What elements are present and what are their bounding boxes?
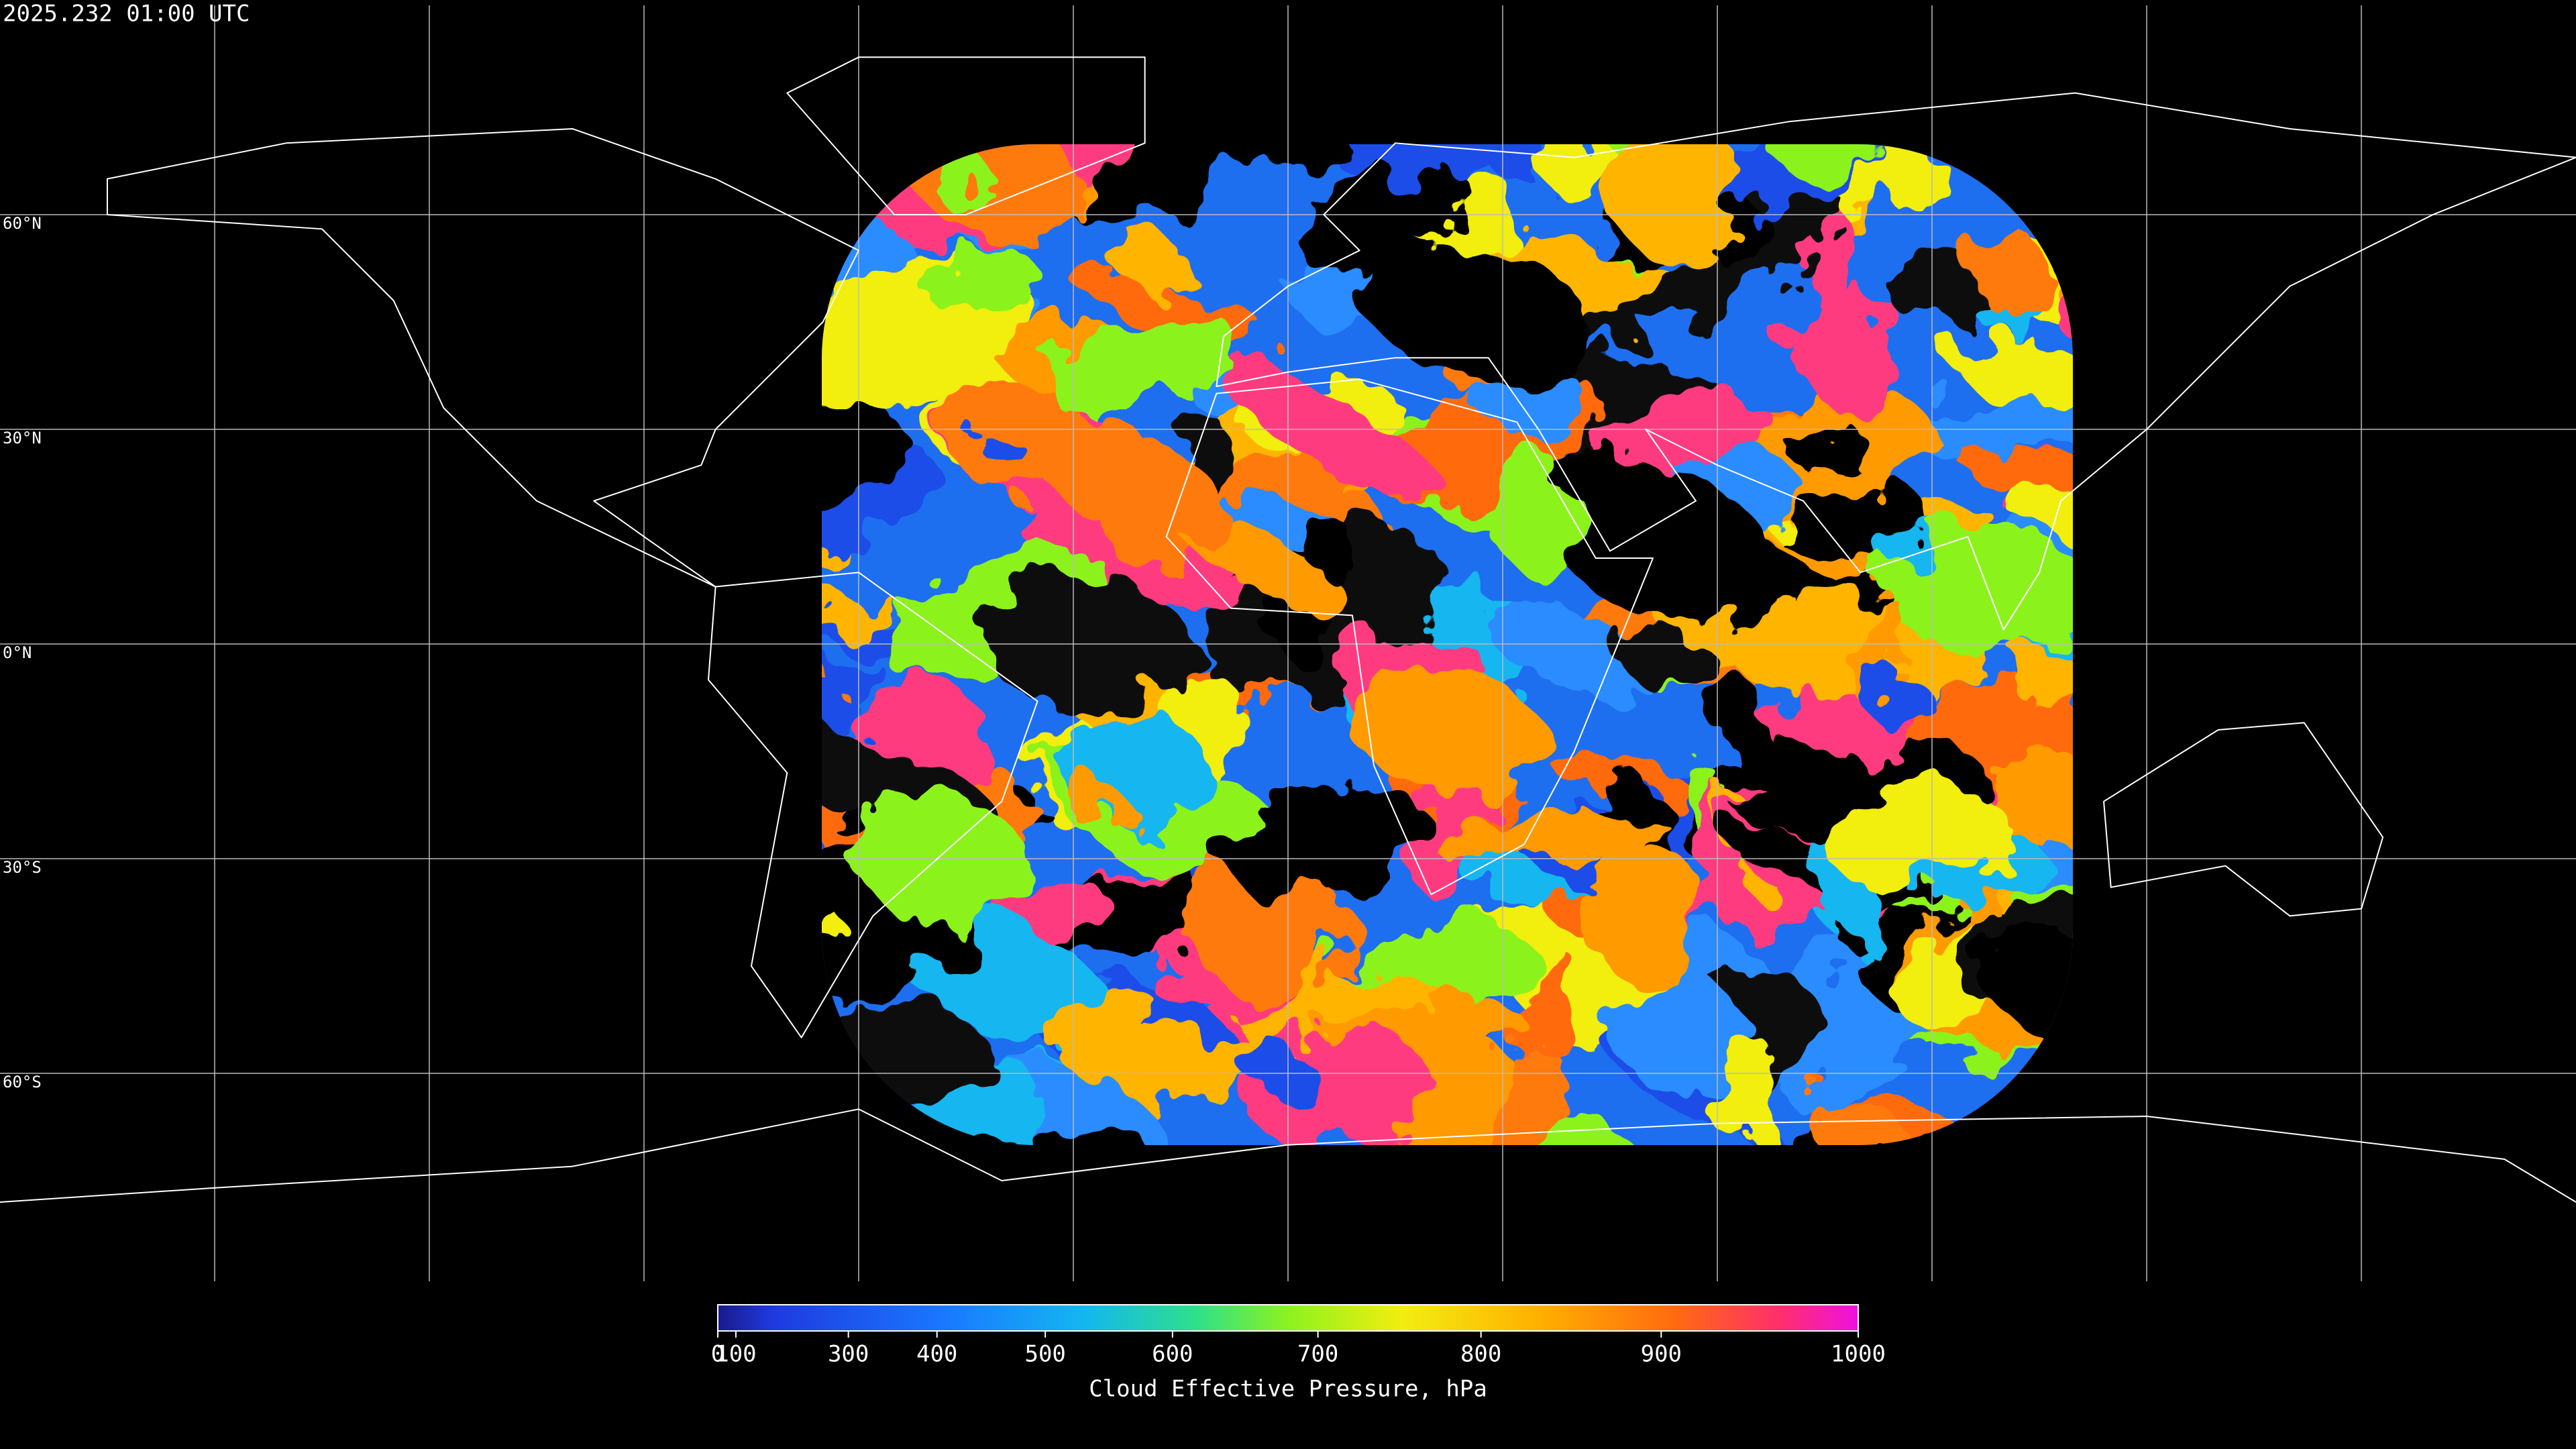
cloud-patch — [1615, 969, 1741, 1093]
cloud-patch — [1621, 629, 1711, 688]
cloud-patch — [1711, 1029, 1770, 1140]
cloud-patch — [1882, 256, 1990, 319]
cloud-patch — [1625, 194, 1846, 327]
cloud-patch — [1714, 669, 1778, 786]
cloud-patch — [1785, 425, 1860, 461]
cloud-patch — [1217, 363, 1448, 504]
colorbar — [717, 1304, 1859, 1332]
cloud-patch — [1805, 322, 1887, 417]
cloud-patch — [1972, 231, 2051, 316]
timestamp: 2025.232 01:00 UTC — [3, 1, 250, 28]
cloud-patch — [1006, 882, 1113, 938]
colorbar-tick-label: 700 — [1297, 1341, 1338, 1368]
cloud-patch — [1907, 390, 2073, 455]
cloud-patch — [1536, 144, 1615, 186]
colorbar-tick-label: 400 — [916, 1341, 957, 1368]
cloud-patch — [882, 541, 1106, 682]
cloud-patch — [1575, 845, 1709, 975]
cloud-patch — [978, 436, 1034, 470]
coastline — [0, 1108, 2576, 1203]
cloud-patch — [1803, 822, 1874, 941]
lat-label: 60°N — [3, 214, 42, 233]
colorbar-tick-label: 800 — [1460, 1341, 1501, 1368]
cloud-patch — [1988, 741, 2073, 845]
cloud-patch — [1760, 144, 1913, 184]
cloud-patch — [1815, 1095, 1902, 1145]
cloud-patch — [1051, 309, 1212, 419]
cloud-patch — [822, 401, 908, 508]
cloud-patch — [1883, 533, 2073, 657]
cloud-patch — [1481, 598, 1646, 696]
coastline — [1216, 92, 2576, 631]
coastline — [2103, 722, 2384, 917]
cloud-patch — [1866, 673, 1929, 727]
colorbar-tick-label: 1000 — [1831, 1341, 1886, 1368]
lat-label: 30°S — [3, 858, 42, 877]
colorbar-label: Cloud Effective Pressure, hPa — [1089, 1376, 1487, 1403]
satellite-image — [822, 144, 2073, 1145]
cloud-patch — [822, 682, 857, 740]
lat-label: 30°N — [3, 429, 42, 447]
cloud-patch — [1472, 364, 1587, 435]
cloud-patch — [1223, 784, 1424, 894]
cloud-patch — [1521, 951, 1576, 1073]
lat-label: 0°N — [3, 643, 32, 662]
cloud-patch — [865, 793, 1025, 933]
cloud-patch — [1540, 462, 1778, 620]
graticule: 60°N 30°N 0°N 30°S 60°S — [0, 5, 2576, 1281]
cloud-patch — [1955, 333, 2073, 408]
cloud-patch — [1489, 449, 1577, 573]
cloud-patch — [1167, 504, 1347, 610]
cloud-patch — [1068, 1030, 1290, 1110]
cloud-patch — [2016, 642, 2073, 716]
cloud-patch — [1356, 244, 1597, 379]
cloud-patch — [1486, 1049, 1569, 1145]
cloud-patch — [1979, 922, 2073, 1039]
cloud-patch — [1438, 810, 1668, 867]
cloud-patch — [1452, 144, 1542, 183]
colorbar-tick-label: 300 — [828, 1341, 869, 1368]
colorbar-tick-label: 0 — [711, 1341, 724, 1368]
cloud-patch — [1299, 168, 1470, 271]
colorbar-tick-label: 600 — [1152, 1341, 1193, 1368]
cloud-patch — [927, 246, 1028, 308]
cloud-patch — [1067, 786, 1130, 828]
cloud-patch — [984, 580, 1194, 712]
cloud-patch — [1601, 144, 1741, 253]
colorbar-tick-label: 100 — [715, 1341, 756, 1368]
cloud-patch — [1817, 782, 2012, 887]
coastline — [786, 56, 1146, 215]
lat-label: 60°S — [3, 1073, 42, 1091]
coastlines — [0, 56, 2576, 1203]
cloud-patch — [1347, 667, 1547, 794]
cloud-field — [822, 144, 2073, 1145]
cloud-patch — [1238, 1044, 1324, 1102]
coastline — [1165, 378, 1654, 896]
cloud-patch — [1106, 231, 1189, 289]
cloud-patch — [1954, 448, 2073, 487]
coastline — [106, 127, 859, 588]
colorbar-tick-label: 900 — [1641, 1341, 1682, 1368]
cloud-patch — [1053, 982, 1162, 1079]
cloud-patch — [1195, 861, 1346, 1000]
coastline — [707, 572, 1038, 1038]
colorbar-tick-label: 500 — [1024, 1341, 1065, 1368]
cloud-patch — [1291, 515, 1365, 574]
